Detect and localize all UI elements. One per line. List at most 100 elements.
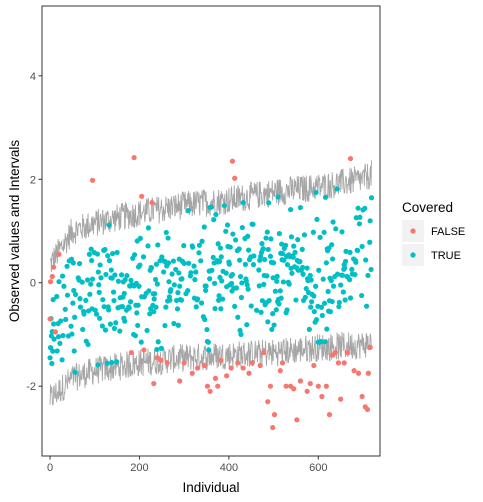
point-true [181,260,187,266]
point-true [259,241,265,247]
point-true [86,251,92,257]
point-false [215,383,221,389]
point-true [223,228,229,234]
point-false [51,264,57,270]
point-true [352,271,358,278]
point-false [139,193,145,199]
point-true [199,300,205,306]
point-true [316,267,322,273]
point-true [232,303,238,309]
point-true [257,257,263,263]
point-true [342,265,348,271]
point-true [57,340,63,346]
point-true [201,224,207,230]
point-true [69,331,75,337]
point-true [230,231,236,237]
point-true [50,297,56,303]
point-true [140,254,147,260]
point-true [154,281,160,287]
point-true [148,265,155,271]
point-true [77,304,84,310]
point-true [168,287,174,293]
point-false [294,417,300,423]
point-true [288,234,295,240]
point-false [311,362,317,369]
point-true [336,304,342,310]
point-true [212,305,218,312]
point-true [237,257,243,263]
point-true [244,322,250,328]
point-true [122,318,128,324]
point-false [141,347,147,353]
point-false [355,370,362,376]
point-true [161,269,167,275]
point-false [240,365,246,371]
point-true [281,257,287,263]
y-axis: -2 0 2 4 [26,71,42,393]
point-true [248,303,254,309]
point-true [319,312,325,319]
point-false [158,357,164,363]
point-true [93,311,100,317]
point-true [153,261,160,267]
point-true [235,314,241,320]
point-true [271,322,277,328]
point-true [355,247,361,254]
point-false [246,370,252,376]
point-true [63,316,69,323]
point-false [307,380,313,387]
point-true [135,302,141,308]
point-true [203,283,209,289]
point-true [77,296,83,302]
point-true [278,295,284,301]
point-true [245,233,251,239]
point-true [245,286,251,292]
point-true [96,289,102,295]
point-true [266,200,272,206]
point-true [62,306,68,312]
point-false [364,406,371,413]
point-false [204,383,211,389]
point-true [71,348,77,354]
point-true [254,307,260,313]
point-true [310,229,316,235]
point-true [85,341,91,348]
x-tick-label: 200 [130,462,148,474]
point-true [138,339,144,345]
point-true [227,244,233,250]
point-false [128,349,135,356]
point-true [277,288,283,294]
point-true [259,298,266,304]
point-false [47,279,54,285]
point-true [299,246,305,252]
point-true [81,311,87,317]
point-true [203,287,209,294]
point-true [59,273,66,279]
point-true [159,254,165,260]
point-true [347,277,353,283]
point-true [342,258,349,265]
point-true [152,291,158,297]
point-true [145,225,152,231]
point-true [88,281,94,287]
point-true [193,269,199,275]
point-true [124,273,130,279]
point-true [80,326,86,333]
point-true [304,265,310,271]
point-true [330,283,337,289]
point-true [209,267,215,273]
point-false [297,378,304,384]
point-true [56,279,62,285]
point-true [267,253,274,259]
point-true [323,260,329,266]
point-true [268,236,274,242]
point-true [174,306,181,312]
point-true [204,326,210,333]
point-true [216,293,222,299]
point-true [237,327,243,334]
point-false [283,383,289,389]
point-true [95,362,101,368]
point-true [49,360,55,367]
point-true [339,229,345,235]
point-true [261,281,267,287]
